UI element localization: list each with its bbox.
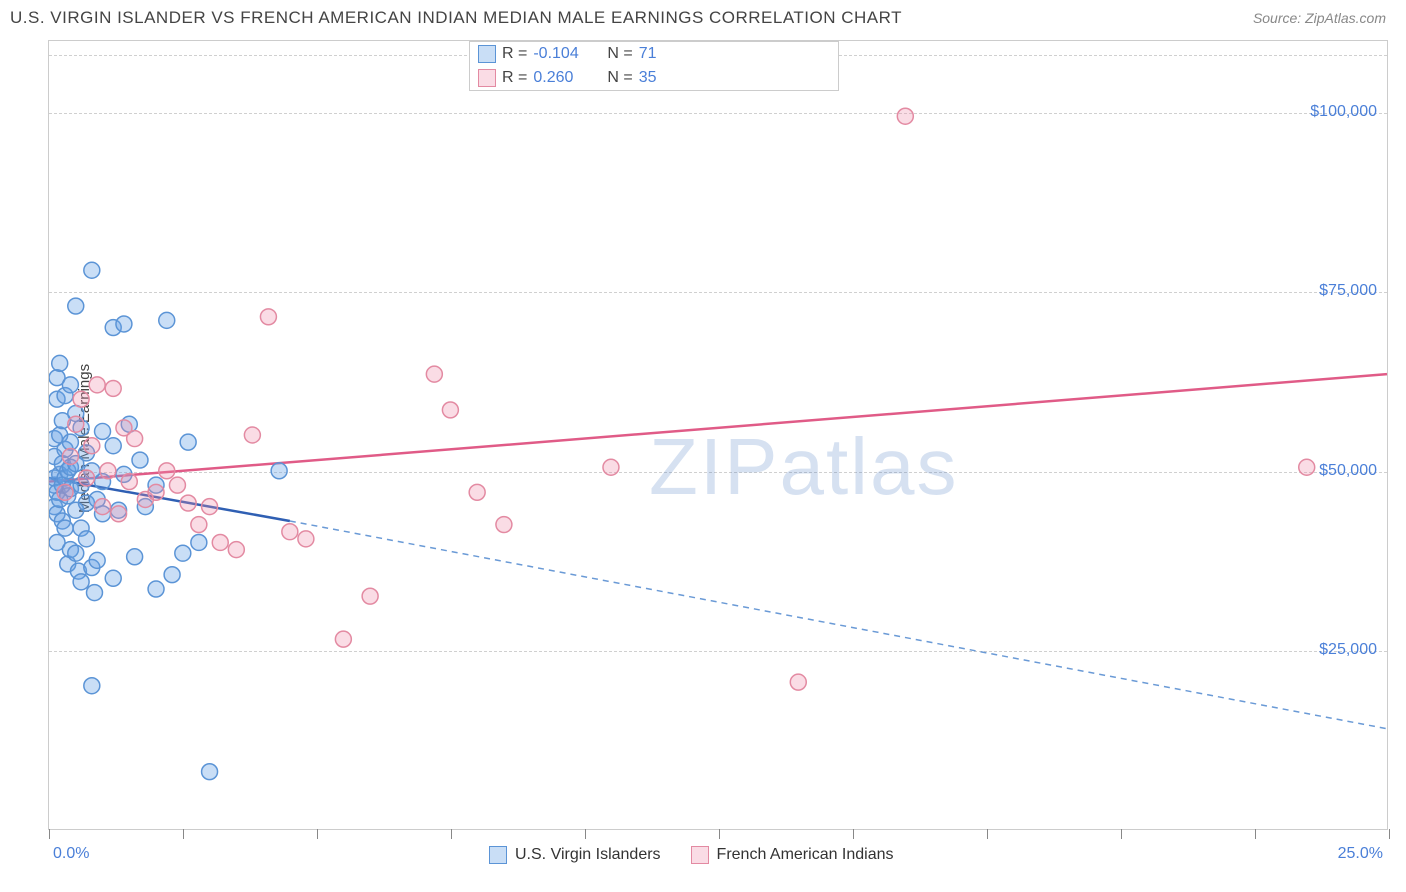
data-point-usvi: [84, 678, 100, 694]
data-point-fai: [159, 463, 175, 479]
data-point-usvi: [105, 570, 121, 586]
data-point-fai: [426, 366, 442, 382]
stats-row-fai: R = 0.260 N = 35: [470, 66, 838, 90]
data-point-usvi: [57, 520, 73, 536]
xtick-mark: [1389, 829, 1390, 839]
xtick-mark: [49, 829, 50, 839]
legend-label-usvi: U.S. Virgin Islanders: [515, 846, 661, 864]
data-point-usvi: [68, 298, 84, 314]
stats-legend: R = -0.104 N = 71 R = 0.260 N = 35: [469, 41, 839, 91]
data-point-usvi: [84, 262, 100, 278]
data-point-usvi: [116, 316, 132, 332]
data-point-fai: [469, 484, 485, 500]
series-legend: U.S. Virgin Islanders French American In…: [489, 846, 894, 864]
xtick-mark: [719, 829, 720, 839]
data-point-fai: [603, 459, 619, 475]
data-point-fai: [244, 427, 260, 443]
data-point-fai: [57, 484, 73, 500]
data-point-fai: [260, 309, 276, 325]
data-point-fai: [442, 402, 458, 418]
legend-label-fai: French American Indians: [717, 846, 894, 864]
data-point-usvi: [78, 531, 94, 547]
data-point-usvi: [191, 534, 207, 550]
data-point-fai: [362, 588, 378, 604]
legend-item-usvi: U.S. Virgin Islanders: [489, 846, 661, 864]
data-point-fai: [169, 477, 185, 493]
data-point-fai: [298, 531, 314, 547]
data-point-fai: [95, 499, 111, 515]
r-value-usvi: -0.104: [533, 45, 593, 63]
data-point-usvi: [87, 585, 103, 601]
xtick-mark: [853, 829, 854, 839]
data-point-usvi: [62, 434, 78, 450]
data-point-usvi: [271, 463, 287, 479]
data-point-fai: [100, 463, 116, 479]
r-label: R =: [502, 69, 527, 87]
data-point-fai: [89, 377, 105, 393]
n-label: N =: [607, 69, 632, 87]
r-label: R =: [502, 45, 527, 63]
xtick-mark: [183, 829, 184, 839]
source-label: Source: ZipAtlas.com: [1253, 10, 1386, 26]
legend-item-fai: French American Indians: [691, 846, 894, 864]
data-point-usvi: [175, 545, 191, 561]
data-point-usvi: [73, 574, 89, 590]
data-point-fai: [127, 431, 143, 447]
data-point-usvi: [105, 438, 121, 454]
data-point-fai: [202, 499, 218, 515]
xtick-label: 25.0%: [1338, 845, 1383, 863]
data-point-fai: [78, 470, 94, 486]
data-point-fai: [282, 524, 298, 540]
data-point-fai: [335, 631, 351, 647]
legend-swatch-fai: [691, 846, 709, 864]
data-point-fai: [105, 380, 121, 396]
n-value-usvi: 71: [639, 45, 657, 63]
stats-row-usvi: R = -0.104 N = 71: [470, 42, 838, 66]
chart-area: R = -0.104 N = 71 R = 0.260 N = 35 ZIPat…: [48, 40, 1388, 830]
swatch-fai: [478, 69, 496, 87]
data-point-fai: [228, 542, 244, 558]
data-point-usvi: [52, 355, 68, 371]
data-point-usvi: [148, 581, 164, 597]
data-point-usvi: [127, 549, 143, 565]
data-point-fai: [62, 449, 78, 465]
n-value-fai: 35: [639, 69, 657, 87]
data-point-fai: [790, 674, 806, 690]
data-point-usvi: [95, 423, 111, 439]
xtick-label: 0.0%: [53, 845, 89, 863]
legend-swatch-usvi: [489, 846, 507, 864]
data-point-fai: [191, 517, 207, 533]
data-point-usvi: [62, 377, 78, 393]
chart-title: U.S. VIRGIN ISLANDER VS FRENCH AMERICAN …: [10, 8, 902, 28]
data-point-usvi: [68, 545, 84, 561]
xtick-mark: [987, 829, 988, 839]
data-point-usvi: [132, 452, 148, 468]
data-point-fai: [212, 534, 228, 550]
data-point-fai: [111, 506, 127, 522]
xtick-mark: [317, 829, 318, 839]
plot-svg: [49, 41, 1387, 829]
data-point-fai: [121, 474, 137, 490]
n-label: N =: [607, 45, 632, 63]
data-point-usvi: [159, 312, 175, 328]
data-point-fai: [1299, 459, 1315, 475]
data-point-fai: [496, 517, 512, 533]
data-point-usvi: [180, 434, 196, 450]
data-point-fai: [180, 495, 196, 511]
data-point-usvi: [164, 567, 180, 583]
r-value-fai: 0.260: [533, 69, 593, 87]
data-point-fai: [897, 108, 913, 124]
xtick-mark: [585, 829, 586, 839]
swatch-usvi: [478, 45, 496, 63]
data-point-fai: [73, 391, 89, 407]
data-point-fai: [84, 438, 100, 454]
xtick-mark: [451, 829, 452, 839]
data-point-usvi: [202, 764, 218, 780]
xtick-mark: [1255, 829, 1256, 839]
data-point-usvi: [89, 552, 105, 568]
data-point-fai: [148, 484, 164, 500]
data-point-fai: [68, 416, 84, 432]
xtick-mark: [1121, 829, 1122, 839]
